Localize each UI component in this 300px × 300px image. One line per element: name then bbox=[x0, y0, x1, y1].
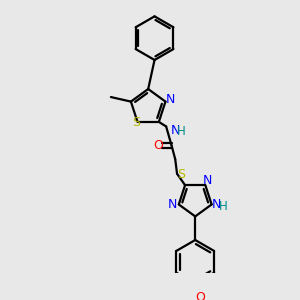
Text: N: N bbox=[165, 93, 175, 106]
Text: S: S bbox=[178, 168, 186, 181]
Text: H: H bbox=[219, 200, 228, 213]
Text: H: H bbox=[177, 125, 186, 138]
Text: N: N bbox=[202, 174, 212, 187]
Text: N: N bbox=[168, 198, 177, 211]
Text: N: N bbox=[212, 198, 221, 211]
Text: S: S bbox=[133, 116, 141, 129]
Text: O: O bbox=[195, 291, 205, 300]
Text: N: N bbox=[170, 124, 180, 137]
Text: O: O bbox=[153, 139, 163, 152]
